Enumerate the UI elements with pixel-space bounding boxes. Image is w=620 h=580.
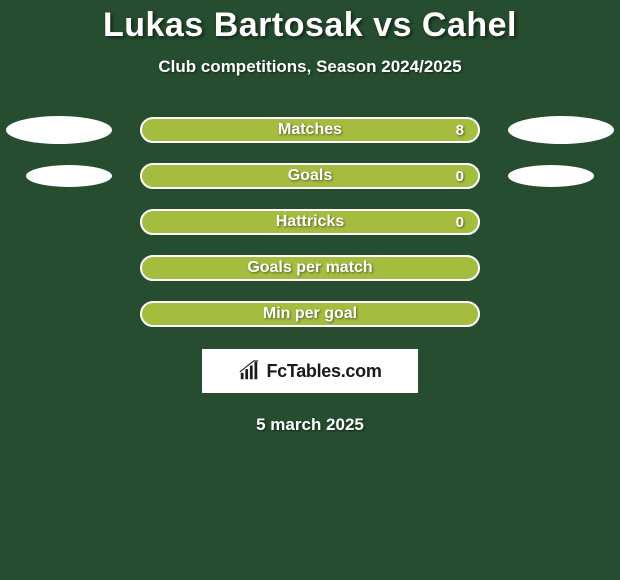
left-ellipse bbox=[26, 165, 112, 187]
stat-bar: Goals 0 bbox=[140, 163, 480, 189]
right-ellipse bbox=[508, 165, 594, 187]
brand-box: FcTables.com bbox=[202, 349, 418, 393]
stat-value: 0 bbox=[456, 214, 464, 231]
stat-bar: Goals per match bbox=[140, 255, 480, 281]
stat-value: 0 bbox=[456, 168, 464, 185]
stat-value: 8 bbox=[456, 122, 464, 139]
stat-label: Matches bbox=[278, 121, 342, 139]
stat-bar: Min per goal bbox=[140, 301, 480, 327]
brand-text: FcTables.com bbox=[266, 361, 381, 382]
brand: FcTables.com bbox=[238, 360, 381, 382]
stat-row: Min per goal bbox=[0, 301, 620, 327]
stat-label: Goals bbox=[288, 167, 332, 185]
stat-bar: Matches 8 bbox=[140, 117, 480, 143]
stat-label: Goals per match bbox=[247, 259, 372, 277]
stat-rows: Matches 8 Goals 0 Hattricks 0 Goals per match M… bbox=[0, 117, 620, 327]
stat-label: Hattricks bbox=[276, 213, 344, 231]
chart-icon bbox=[238, 360, 260, 382]
right-ellipse bbox=[508, 116, 614, 144]
date-label: 5 march 2025 bbox=[0, 415, 620, 435]
stat-label: Min per goal bbox=[263, 305, 357, 323]
subtitle: Club competitions, Season 2024/2025 bbox=[0, 57, 620, 77]
stat-bar: Hattricks 0 bbox=[140, 209, 480, 235]
page-title: Lukas Bartosak vs Cahel bbox=[0, 0, 620, 45]
stat-row: Matches 8 bbox=[0, 117, 620, 143]
stat-row: Goals 0 bbox=[0, 163, 620, 189]
stat-row: Goals per match bbox=[0, 255, 620, 281]
stat-row: Hattricks 0 bbox=[0, 209, 620, 235]
left-ellipse bbox=[6, 116, 112, 144]
